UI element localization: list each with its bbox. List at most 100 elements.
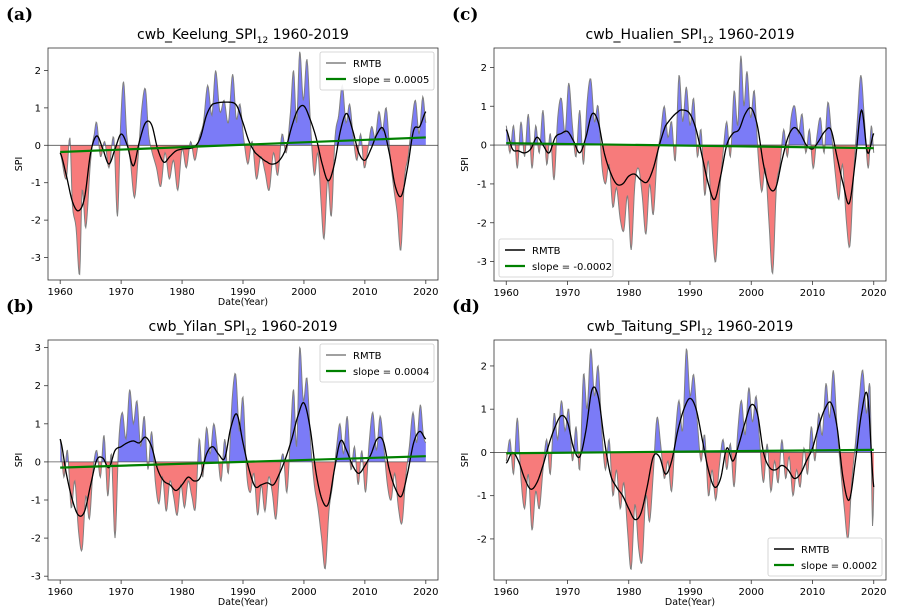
- x-tick-label: 1980: [169, 287, 194, 298]
- legend-box: [498, 238, 614, 278]
- legend-rmtb-label: RMTB: [801, 545, 830, 556]
- slope-trend-line: [506, 142, 874, 150]
- spi-panel: 1960 1970 1980 1990 2000 2010 2020 -3 -2 -1 0 1 2 3 SP…: [14, 339, 439, 608]
- y-tick-label: -1: [31, 178, 41, 189]
- y-axis-label: SPI: [14, 453, 25, 468]
- x-tick-label: 1980: [616, 587, 641, 598]
- x-tick-label: 1960: [47, 287, 72, 298]
- y-tick-label: -2: [477, 534, 487, 545]
- y-tick-label: 1: [481, 405, 487, 416]
- y-tick-label: -1: [477, 491, 487, 502]
- x-tick-label: 2020: [413, 587, 438, 598]
- x-tick-label: 2000: [739, 288, 764, 299]
- y-axis-label: SPI: [14, 157, 25, 172]
- x-tick-label: 2000: [291, 287, 316, 298]
- legend-slope-label: slope = -0.0002: [532, 262, 612, 273]
- x-axis-label: Date(Year): [665, 597, 715, 608]
- x-tick-label: 1990: [230, 587, 255, 598]
- panel-letter: (b): [6, 297, 34, 317]
- x-tick-label: 2010: [800, 288, 825, 299]
- y-tick-label: -1: [477, 179, 487, 190]
- y-tick-label: 0: [481, 141, 487, 152]
- chart-title-subscript: 12: [245, 328, 256, 338]
- legend-rmtb-label: RMTB: [353, 351, 382, 362]
- y-axis-label: SPI: [460, 453, 471, 468]
- x-tick-label: 2020: [861, 587, 886, 598]
- y-tick-label: 1: [35, 419, 41, 430]
- y-tick-label: -2: [31, 534, 41, 545]
- panel-letter: (a): [6, 5, 33, 25]
- legend-box: [319, 343, 435, 383]
- legend-rmtb-label: RMTB: [353, 59, 382, 70]
- legend-rmtb-label: RMTB: [532, 246, 561, 257]
- legend-slope-label: slope = 0.0004: [353, 367, 429, 378]
- x-tick-label: 2010: [352, 287, 377, 298]
- chart-title-years: 1960-2019: [257, 319, 338, 335]
- x-tick-label: 1970: [108, 587, 133, 598]
- legend: RMTB slope = 0.0004: [319, 343, 435, 383]
- chart-title-subscript: 12: [702, 36, 713, 46]
- chart-title-years: 1960-2019: [713, 319, 794, 335]
- y-tick-label: 0: [481, 448, 487, 459]
- plot-area: [494, 348, 886, 571]
- slope-trend-line: [60, 136, 426, 154]
- y-tick-label: 1: [35, 103, 41, 114]
- plot-area: [48, 51, 438, 276]
- y-tick-label: 2: [481, 361, 487, 372]
- y-tick-label: -2: [31, 216, 41, 227]
- spi-panel: 1960 1970 1980 1990 2000 2010 2020 -2 -1 0 1 2 SPI Da…: [460, 339, 886, 608]
- rmtb-smooth-line: [505, 386, 875, 521]
- y-tick-label: -2: [477, 218, 487, 229]
- x-tick-label: 1960: [494, 587, 519, 598]
- chart-title-main: cwb_Yilan_SPI: [149, 319, 246, 335]
- y-tick-label: 0: [35, 141, 41, 152]
- spi-positive-area: [506, 348, 874, 453]
- chart-title: cwb_Hualien_SPI12 1960-2019: [586, 27, 795, 46]
- chart-title-main: cwb_Keelung_SPI: [137, 27, 257, 43]
- chart-title-subscript: 12: [701, 328, 712, 338]
- x-tick-label: 1980: [616, 288, 641, 299]
- chart-title: cwb_Yilan_SPI12 1960-2019: [149, 319, 338, 338]
- y-tick-label: -3: [477, 257, 487, 268]
- legend: RMTB slope = 0.0002: [767, 537, 883, 577]
- chart-title-years: 1960-2019: [268, 27, 349, 43]
- x-tick-label: 2010: [352, 587, 377, 598]
- y-tick-label: 0: [35, 457, 41, 468]
- spi-panel: 1960 1970 1980 1990 2000 2010 2020 -3 -2 -1 0 1 2 SPI…: [14, 47, 439, 308]
- x-tick-label: 1960: [47, 587, 72, 598]
- legend: RMTB slope = -0.0002: [498, 238, 614, 278]
- chart-title: cwb_Keelung_SPI12 1960-2019: [137, 27, 349, 46]
- chart-title-main: cwb_Taitung_SPI: [587, 319, 701, 335]
- chart-title-years: 1960-2019: [714, 27, 795, 43]
- x-tick-label: 1990: [677, 587, 702, 598]
- y-tick-label: -3: [31, 253, 41, 264]
- x-tick-label: 1990: [677, 288, 702, 299]
- legend-box: [767, 537, 883, 577]
- x-tick-label: 1990: [230, 287, 255, 298]
- x-tick-label: 1980: [169, 587, 194, 598]
- legend-box: [319, 51, 435, 91]
- legend-slope-label: slope = 0.0005: [353, 75, 429, 86]
- y-tick-label: -1: [31, 496, 41, 507]
- slope-trend-line: [506, 448, 874, 455]
- y-tick-label: 3: [35, 343, 41, 354]
- rmtb-smooth-line: [505, 107, 875, 205]
- x-tick-label: 1960: [494, 288, 519, 299]
- x-tick-label: 2010: [800, 587, 825, 598]
- chart-title-main: cwb_Hualien_SPI: [586, 27, 703, 43]
- y-tick-label: 2: [481, 63, 487, 74]
- spi-panel: 1960 1970 1980 1990 2000 2010 2020 -3 -2 -1 0 1 2 SPI…: [460, 47, 886, 299]
- panel-letter: (d): [452, 297, 480, 317]
- y-tick-label: 1: [481, 102, 487, 113]
- x-axis-label: Date(Year): [218, 297, 268, 308]
- x-tick-label: 2000: [739, 587, 764, 598]
- legend: RMTB slope = 0.0005: [319, 51, 435, 91]
- plot-area: [494, 55, 886, 275]
- x-tick-label: 2020: [861, 288, 886, 299]
- spi-series-line: [59, 51, 427, 276]
- rmtb-smooth-line: [59, 401, 427, 517]
- spi-series-line: [59, 346, 427, 570]
- spi-negative-area: [60, 461, 426, 569]
- plot-area: [48, 346, 438, 570]
- panel-letter: (c): [452, 5, 478, 25]
